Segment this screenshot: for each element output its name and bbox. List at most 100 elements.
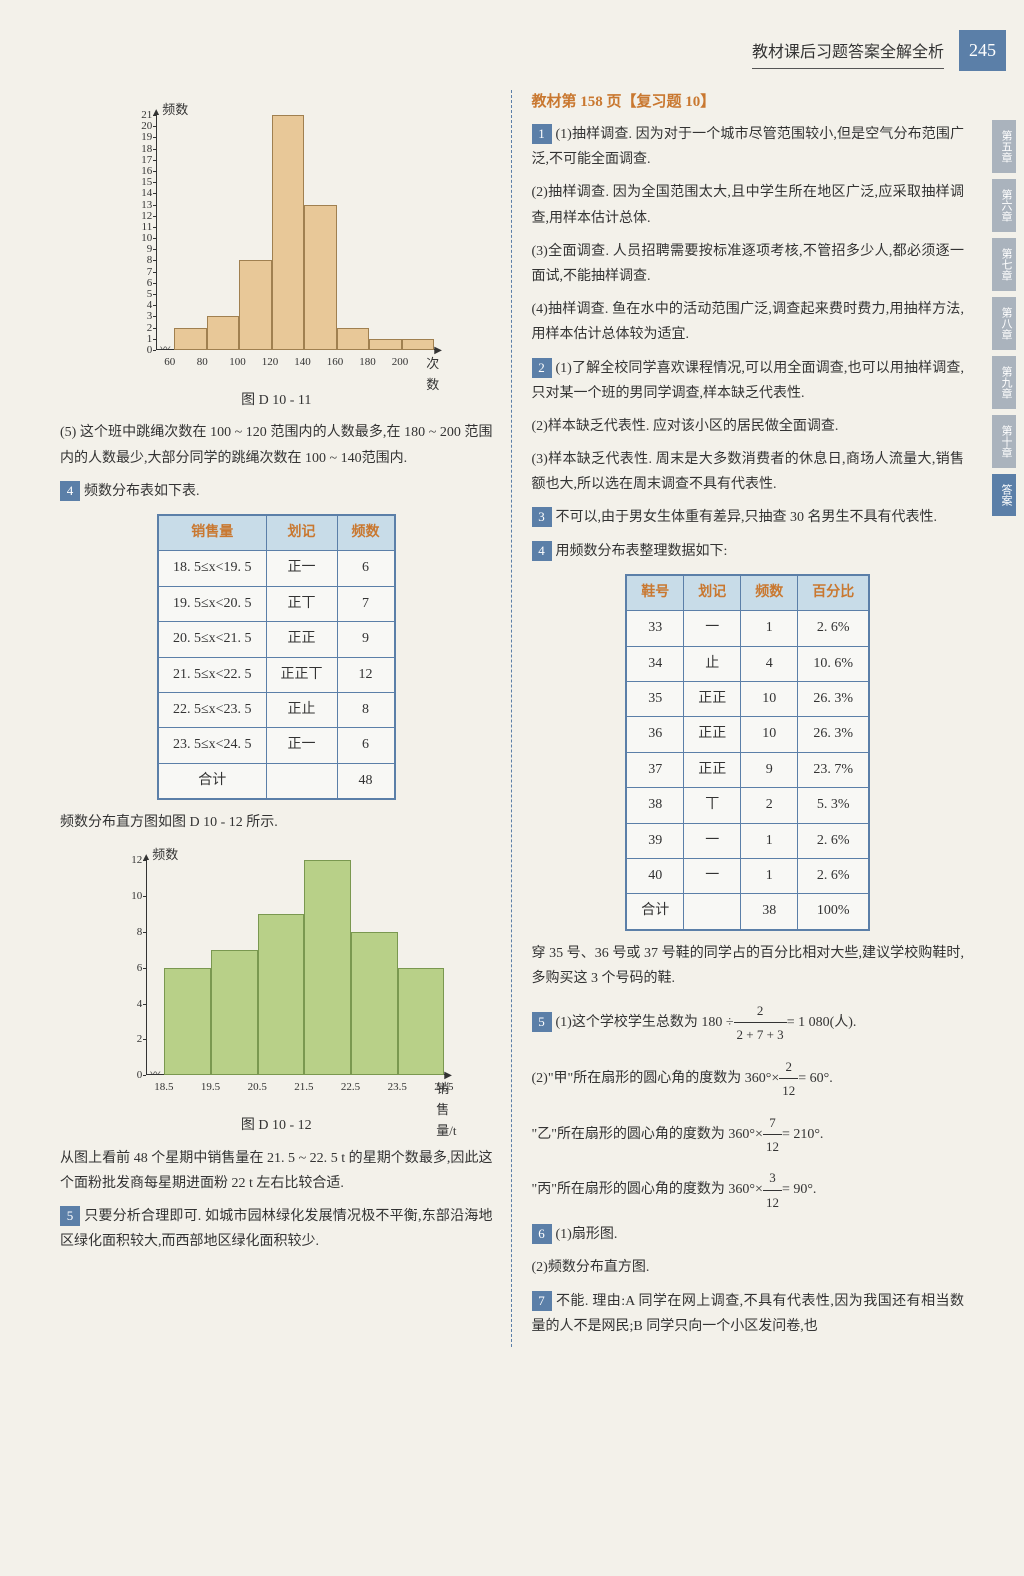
table-row: 23. 5≤x<24. 5正一6 (158, 728, 395, 763)
table-cell: 26. 3% (798, 681, 870, 716)
r5-1b: = 1 080(人). (787, 1015, 857, 1030)
r1-4: (4)抽样调查. 鱼在水中的活动范围广泛,调查起来费时费力,用抽样方法,用样本估… (532, 297, 965, 347)
table-row: 35正正1026. 3% (626, 681, 869, 716)
table-cell: 37 (626, 752, 684, 787)
table-row: 38丅25. 3% (626, 788, 869, 823)
r1-box: 1 (532, 124, 552, 144)
table-cell: 38 (741, 894, 798, 930)
table-cell: 正丅 (266, 586, 337, 621)
r1-2: (2)抽样调查. 因为全国范围太大,且中学生所在地区广泛,应采取抽样调查,用样本… (532, 180, 965, 230)
table-cell: 合计 (626, 894, 684, 930)
table-header: 鞋号 (626, 575, 684, 611)
table-cell: 一 (684, 823, 741, 858)
r4-after: 穿 35 号、36 号或 37 号鞋的同学占的百分比相对大些,建议学校购鞋时,多… (532, 941, 965, 991)
r6-2: (2)频数分布直方图. (532, 1255, 965, 1280)
table-cell: 34 (626, 646, 684, 681)
table-cell: 2. 6% (798, 823, 870, 858)
q4-box: 4 (60, 481, 80, 501)
table-row: 20. 5≤x<21. 5正正9 (158, 622, 395, 657)
table-cell: 10 (741, 681, 798, 716)
table-cell: 100% (798, 894, 870, 930)
r5-3b: = 210°. (782, 1127, 824, 1142)
table-cell: 35 (626, 681, 684, 716)
table-row: 34止410. 6% (626, 646, 869, 681)
q4-intro: 频数分布表如下表. (84, 484, 200, 499)
table-cell: 22. 5≤x<23. 5 (158, 692, 266, 727)
table-cell: 4 (741, 646, 798, 681)
chart2-intro: 频数分布直方图如图 D 10 - 12 所示. (60, 810, 493, 835)
table-row: 19. 5≤x<20. 5正丅7 (158, 586, 395, 621)
r1-1: (1)抽样调查. 因为对于一个城市尽管范围较小,但是空气分布范围广泛,不可能全面… (532, 127, 965, 167)
table-cell (266, 763, 337, 799)
table-cell: 38 (626, 788, 684, 823)
table-cell: 48 (337, 763, 395, 799)
table-cell: 2 (741, 788, 798, 823)
table-cell: 39 (626, 823, 684, 858)
table-cell: 丅 (684, 788, 741, 823)
table-cell: 21. 5≤x<22. 5 (158, 657, 266, 692)
table-cell: 23. 7% (798, 752, 870, 787)
r7: 不能. 理由:A 同学在网上调查,不具有代表性,因为我国还有相当数量的人不是网民… (532, 1294, 965, 1334)
table-cell: 正正 (684, 717, 741, 752)
frac-1: 22 + 7 + 3 (734, 999, 787, 1047)
table-header: 划记 (684, 575, 741, 611)
table-cell: 2. 6% (798, 611, 870, 646)
table-cell: 正正 (684, 681, 741, 716)
r6-1: (1)扇形图. (556, 1227, 618, 1242)
table-cell: 一 (684, 611, 741, 646)
table-row: 40一12. 6% (626, 858, 869, 893)
table-row: 21. 5≤x<22. 5正正丅12 (158, 657, 395, 692)
r2-1: (1)了解全校同学喜欢课程情况,可以用全面调查,也可以用抽样调查,只对某一个班的… (532, 361, 965, 401)
table-cell: 12 (337, 657, 395, 692)
r4-intro: 用频数分布表整理数据如下: (556, 544, 728, 559)
r5-box: 5 (532, 1012, 552, 1032)
table-cell: 止 (684, 646, 741, 681)
text-after-chart2: 从图上看前 48 个星期中销售量在 21. 5 ~ 22. 5 t 的星期个数最… (60, 1146, 493, 1196)
table-cell: 一 (684, 858, 741, 893)
table-cell: 正止 (266, 692, 337, 727)
table-cell: 10 (741, 717, 798, 752)
r5-1a: (1)这个学校学生总数为 180 ÷ (556, 1015, 734, 1030)
tab-ch7: 第七章 (992, 238, 1016, 291)
table-cell: 正一 (266, 551, 337, 586)
table-header: 划记 (266, 515, 337, 551)
table-row: 合计 38100% (626, 894, 869, 930)
r1-3: (3)全面调查. 人员招聘需要按标准逐项考核,不管招多少人,都必须逐一面试,不能… (532, 239, 965, 289)
fig-caption-2: 图 D 10 - 12 (60, 1115, 493, 1137)
r6-box: 6 (532, 1224, 552, 1244)
table-cell (684, 894, 741, 930)
r3: 不可以,由于男女生体重有差异,只抽查 30 名男生不具有代表性. (556, 510, 938, 525)
table-row: 18. 5≤x<19. 5正一6 (158, 551, 395, 586)
header-title: 教材课后习题答案全解全析 (752, 40, 944, 69)
r7-box: 7 (532, 1291, 552, 1311)
table-cell: 8 (337, 692, 395, 727)
table-row: 36正正1026. 3% (626, 717, 869, 752)
tab-ch8: 第八章 (992, 297, 1016, 350)
table-header: 销售量 (158, 515, 266, 551)
table-cell: 26. 3% (798, 717, 870, 752)
table-cell: 23. 5≤x<24. 5 (158, 728, 266, 763)
page-number: 245 (959, 30, 1006, 71)
histogram-2: 频数▲▶024681012销售量/t〰18.519.520.521.522.52… (96, 845, 456, 1105)
table-cell: 2. 6% (798, 858, 870, 893)
r2-box: 2 (532, 358, 552, 378)
r5-2b: = 60°. (798, 1071, 833, 1086)
table-cell: 正一 (266, 728, 337, 763)
frac-3: 712 (763, 1111, 782, 1159)
table-cell: 9 (741, 752, 798, 787)
table-cell: 19. 5≤x<20. 5 (158, 586, 266, 621)
q5-box: 5 (60, 1206, 80, 1226)
r3-box: 3 (532, 507, 552, 527)
table-cell: 6 (337, 728, 395, 763)
table-header: 频数 (741, 575, 798, 611)
table-row: 37正正923. 7% (626, 752, 869, 787)
table-2: 鞋号划记频数百分比 33一12. 6%34止410. 6%35正正1026. 3… (625, 574, 870, 931)
table-row: 22. 5≤x<23. 5正止8 (158, 692, 395, 727)
table-cell: 正正丅 (266, 657, 337, 692)
table-cell: 正正 (266, 622, 337, 657)
table-cell: 10. 6% (798, 646, 870, 681)
r5-2a: (2)"甲"所在扇形的圆心角的度数为 360°× (532, 1071, 780, 1086)
table-row: 合计48 (158, 763, 395, 799)
tab-answers: 答案 (992, 474, 1016, 516)
table-row: 33一12. 6% (626, 611, 869, 646)
